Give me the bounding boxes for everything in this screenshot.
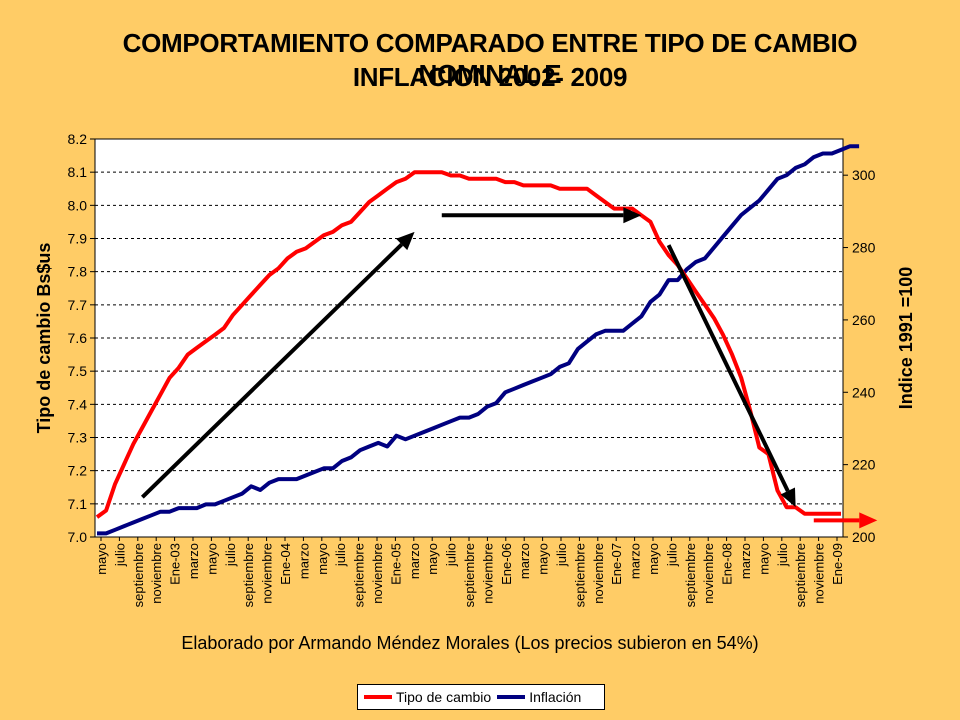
y-tick-label: 8.2 bbox=[68, 131, 88, 147]
series-line-exchange bbox=[95, 170, 841, 519]
arrow-head bbox=[623, 207, 642, 224]
legend-label-exchange: Tipo de cambio bbox=[396, 689, 492, 705]
x-tick-label: noviembre bbox=[480, 543, 495, 604]
trend-arrows bbox=[140, 207, 878, 529]
x-tick-label: septiembre bbox=[793, 543, 808, 607]
x-tick-label: mayo bbox=[756, 543, 771, 575]
x-tick-label: Ene-05 bbox=[388, 543, 403, 585]
x-tick-label: Ene-07 bbox=[609, 543, 624, 585]
y-axis-label: Tipo de cambio Bs$us bbox=[34, 243, 54, 434]
x-tick-label: marzo bbox=[407, 543, 422, 579]
x-tick-label: julio bbox=[112, 543, 127, 567]
x-tick-label: Ene-08 bbox=[720, 543, 735, 585]
y-tick-label: 7.4 bbox=[68, 396, 88, 412]
x-tick-label: septiembre bbox=[572, 543, 587, 607]
x-tick-label: noviembre bbox=[701, 543, 716, 604]
y-tick-label: 7.3 bbox=[68, 430, 88, 446]
x-tick-label: mayo bbox=[536, 543, 551, 575]
grid-lines bbox=[95, 171, 843, 505]
legend: Tipo de cambio Inflación bbox=[357, 684, 605, 710]
x-tick-label: mayo bbox=[204, 543, 219, 575]
series-line-inflation bbox=[97, 144, 860, 536]
x-tick-label: Ene-09 bbox=[830, 543, 845, 585]
y-axis-ticks: 7.0 7.1 7.2 7.3 7.4 7.5 7.6 7.7 7.8 7.9 8.0 8.1 8.2 bbox=[68, 131, 95, 545]
chart-title-line1: COMPORTAMIENTO COMPARADO ENTRE TIPO DE C… bbox=[122, 28, 858, 89]
x-tick-label: marzo bbox=[517, 543, 532, 579]
x-tick-label: Ene-06 bbox=[499, 543, 514, 585]
legend-item-inflation: Inflación bbox=[497, 689, 581, 705]
y2-tick-label: 220 bbox=[852, 457, 876, 473]
chart-title-line2: INFLACION 2002- 2009 bbox=[352, 62, 628, 92]
legend-label-inflation: Inflación bbox=[529, 689, 582, 705]
x-tick-label: noviembre bbox=[591, 543, 606, 604]
arrow-head bbox=[859, 512, 878, 529]
y-tick-label: 8.1 bbox=[68, 164, 88, 180]
x-tick-label: Ene-03 bbox=[168, 543, 183, 585]
x-tick-label: marzo bbox=[738, 543, 753, 579]
legend-swatch-exchange bbox=[364, 695, 392, 699]
x-tick-label: julio bbox=[444, 543, 459, 567]
x-tick-label: septiembre bbox=[352, 543, 367, 607]
y-tick-label: 7.7 bbox=[68, 297, 88, 313]
y2-tick-label: 260 bbox=[852, 312, 876, 328]
x-tick-label: septiembre bbox=[683, 543, 698, 607]
x-tick-label: julio bbox=[554, 543, 569, 567]
x-tick-label: noviembre bbox=[370, 543, 385, 604]
arrow-shaft bbox=[140, 242, 404, 499]
credit-note: Elaborado por Armando Méndez Morales (Lo… bbox=[181, 633, 759, 653]
y2-tick-label: 280 bbox=[852, 240, 876, 256]
arrow-head bbox=[780, 487, 796, 508]
y2-axis-ticks: 200 220 240 260 280 300 bbox=[843, 167, 876, 545]
arrow-shaft bbox=[666, 244, 790, 492]
x-tick-label: marzo bbox=[296, 543, 311, 579]
x-tick-label: Ene-04 bbox=[278, 543, 293, 585]
y2-tick-label: 240 bbox=[852, 384, 876, 400]
x-tick-label: julio bbox=[775, 543, 790, 567]
x-tick-label: mayo bbox=[315, 543, 330, 575]
x-tick-label: julio bbox=[223, 543, 238, 567]
arrow-head bbox=[396, 231, 415, 251]
x-tick-label: julio bbox=[333, 543, 348, 567]
x-tick-label: septiembre bbox=[241, 543, 256, 607]
x-tick-label: septiembre bbox=[462, 543, 477, 607]
x-tick-label: marzo bbox=[628, 543, 643, 579]
y-tick-label: 7.2 bbox=[68, 463, 88, 479]
x-axis-ticks: mayo julio septiembre noviembre Ene-03 marzo m… bbox=[94, 537, 845, 607]
x-tick-label: noviembre bbox=[812, 543, 827, 604]
y2-tick-label: 300 bbox=[852, 167, 876, 183]
x-tick-label: mayo bbox=[646, 543, 661, 575]
y-tick-label: 7.0 bbox=[68, 529, 88, 545]
y2-tick-label: 200 bbox=[852, 529, 876, 545]
series-lines bbox=[95, 144, 860, 536]
x-tick-label: noviembre bbox=[149, 543, 164, 604]
y-tick-label: 7.5 bbox=[68, 363, 88, 379]
y-tick-label: 7.6 bbox=[68, 330, 88, 346]
y-tick-label: 7.9 bbox=[68, 231, 88, 247]
y-tick-label: 8.0 bbox=[68, 197, 88, 213]
x-tick-label: mayo bbox=[425, 543, 440, 575]
y-tick-label: 7.1 bbox=[68, 496, 88, 512]
y2-axis-label: Indice 1991 =100 bbox=[896, 267, 916, 410]
y-tick-label: 7.8 bbox=[68, 264, 88, 280]
legend-item-exchange: Tipo de cambio bbox=[364, 689, 491, 705]
x-tick-label: julio bbox=[664, 543, 679, 567]
legend-swatch-inflation bbox=[497, 695, 526, 699]
x-tick-label: noviembre bbox=[260, 543, 275, 604]
x-tick-label: mayo bbox=[94, 543, 109, 575]
x-tick-label: septiembre bbox=[131, 543, 146, 607]
x-tick-label: marzo bbox=[186, 543, 201, 579]
